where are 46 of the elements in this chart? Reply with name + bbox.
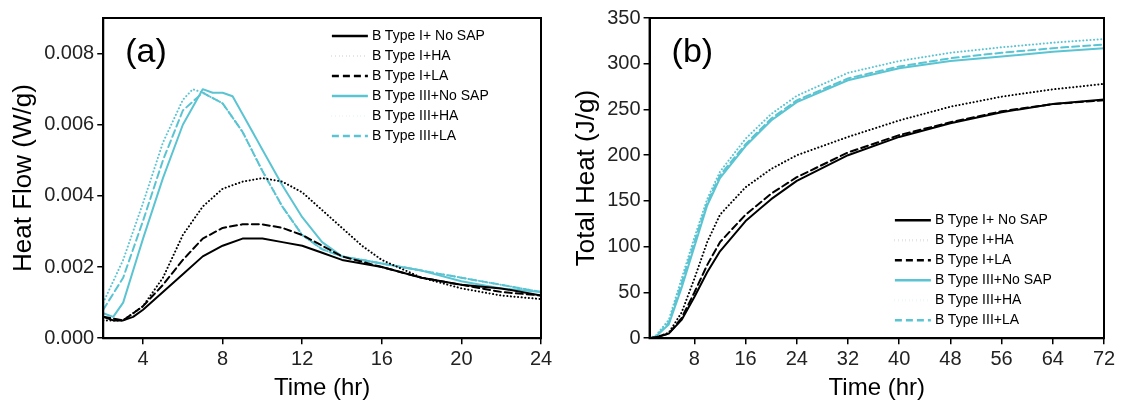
x-tick-label: 40 bbox=[888, 346, 911, 369]
legend-label: B Type I+HA bbox=[371, 46, 452, 63]
legend-label: B Type I+LA bbox=[934, 251, 1012, 268]
y-tick-label: 0.006 bbox=[44, 112, 95, 135]
y-tick-label: 0 bbox=[629, 325, 641, 348]
x-tick-label: 32 bbox=[836, 346, 860, 369]
x-tick-label: 16 bbox=[370, 346, 393, 369]
x-tick-label: 64 bbox=[1041, 346, 1064, 369]
legend-label: B Type I+HA bbox=[934, 231, 1015, 248]
x-tick-label: 20 bbox=[450, 346, 473, 369]
y-tick-label: 150 bbox=[607, 188, 641, 211]
y-tick-label: 0.008 bbox=[44, 41, 95, 64]
x-tick-label: 4 bbox=[137, 346, 149, 369]
x-tick-label: 56 bbox=[990, 346, 1013, 369]
legend-label: B Type I+ No SAP bbox=[934, 211, 1048, 228]
legend-label: B Type I+ No SAP bbox=[371, 26, 485, 43]
x-tick-label: 8 bbox=[217, 346, 229, 369]
y-tick-label: 100 bbox=[607, 234, 641, 257]
legend-label: B Type III+No SAP bbox=[371, 86, 489, 103]
y-tick-label: 0.004 bbox=[44, 183, 95, 206]
legend-label: B Type III+No SAP bbox=[934, 271, 1052, 288]
x-tick-label: 48 bbox=[939, 346, 962, 369]
x-tick-label: 24 bbox=[529, 346, 553, 369]
x-tick-label: 16 bbox=[734, 346, 757, 369]
y-tick-label: 0.002 bbox=[44, 254, 95, 277]
y-tick-label: 50 bbox=[618, 279, 641, 302]
annotation: (a) bbox=[125, 31, 167, 70]
legend-label: B Type III+LA bbox=[371, 126, 457, 143]
legend-label: B Type III+HA bbox=[934, 291, 1023, 308]
x-tick-label: 24 bbox=[785, 346, 808, 369]
annotation: (b) bbox=[671, 31, 714, 70]
y-tick-label: 350 bbox=[607, 5, 641, 28]
y-tick-label: 250 bbox=[607, 97, 641, 119]
legend-label: B Type I+LA bbox=[371, 66, 449, 83]
x-axis-title: Time (hr) bbox=[273, 373, 371, 401]
y-tick-label: 0.000 bbox=[44, 325, 95, 348]
x-axis-title: Time (hr) bbox=[828, 373, 925, 401]
x-tick-label: 8 bbox=[688, 346, 700, 369]
legend-label: B Type III+LA bbox=[934, 311, 1020, 328]
x-tick-label: 12 bbox=[291, 346, 314, 369]
y-tick-label: 200 bbox=[607, 142, 641, 165]
x-tick-label: 72 bbox=[1092, 346, 1116, 369]
y-axis-title: Total Heat (J/g) bbox=[569, 89, 600, 267]
y-axis-title: Heat Flow (W/g) bbox=[6, 84, 37, 273]
y-tick-label: 300 bbox=[607, 51, 641, 74]
legend-label: B Type III+HA bbox=[371, 106, 460, 123]
